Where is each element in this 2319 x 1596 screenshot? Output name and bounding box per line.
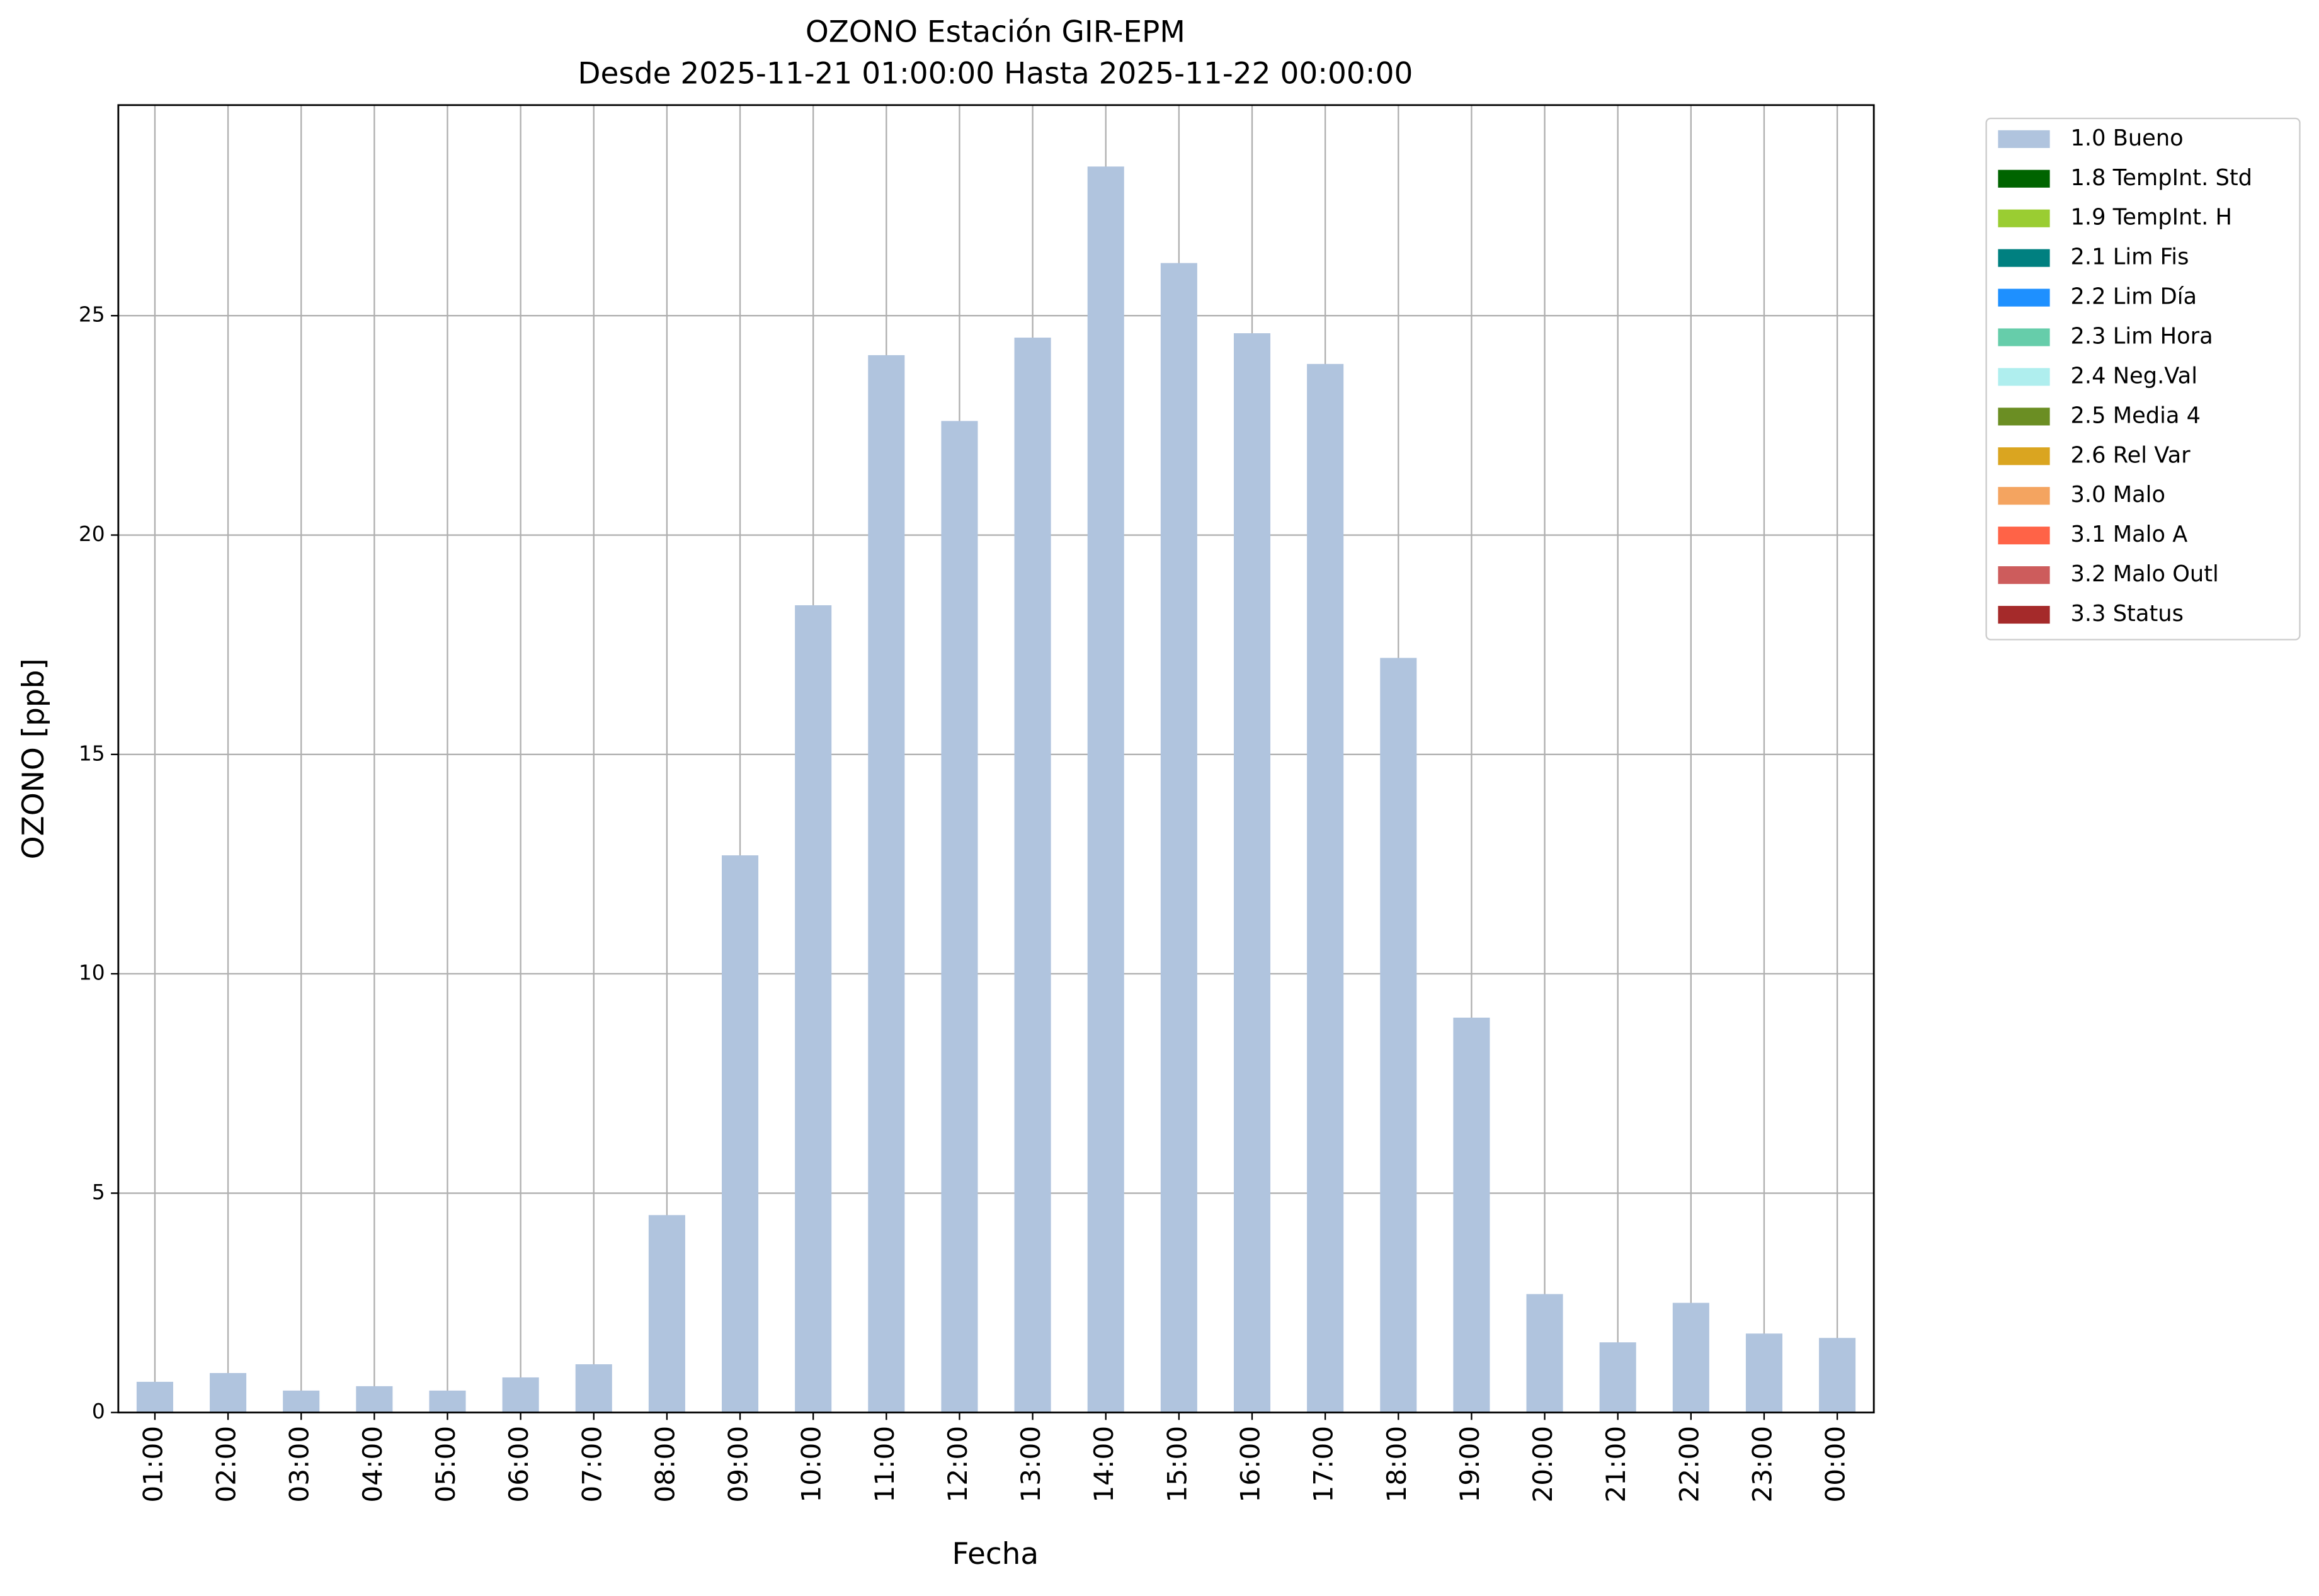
bar (1087, 166, 1124, 1413)
legend-swatch (1998, 527, 2050, 545)
bar (868, 355, 905, 1413)
x-tick-label: 09:00 (723, 1426, 754, 1503)
x-tick-label: 17:00 (1308, 1426, 1339, 1503)
legend-swatch (1998, 209, 2050, 227)
legend-label: 2.6 Rel Var (2071, 442, 2191, 468)
bar (1672, 1302, 1709, 1413)
x-tick-label: 14:00 (1088, 1426, 1119, 1503)
x-tick-label: 12:00 (942, 1426, 973, 1503)
x-tick-label: 08:00 (649, 1426, 680, 1503)
x-tick-label: 01:00 (137, 1426, 168, 1503)
x-tick-label: 23:00 (1746, 1426, 1777, 1503)
y-tick-label: 20 (79, 522, 105, 546)
legend-label: 3.3 Status (2071, 601, 2184, 627)
x-tick-label: 13:00 (1015, 1426, 1046, 1503)
chart-subtitle: Desde 2025-11-21 01:00:00 Hasta 2025-11-… (578, 56, 1413, 91)
y-tick-label: 0 (92, 1399, 105, 1423)
x-tick-label: 15:00 (1161, 1426, 1192, 1503)
x-tick-label: 19:00 (1454, 1426, 1485, 1503)
legend-label: 3.1 Malo A (2071, 522, 2188, 547)
y-tick-label: 25 (79, 302, 105, 327)
legend-box (1985, 117, 2301, 641)
legend-swatch (1998, 130, 2050, 148)
x-tick-label: 02:00 (211, 1426, 242, 1503)
legend-swatch (1998, 249, 2050, 267)
bar (283, 1390, 320, 1413)
bar (1819, 1338, 1856, 1413)
x-tick-label: 06:00 (503, 1426, 534, 1503)
bar (1745, 1333, 1783, 1413)
bar (1160, 263, 1197, 1413)
x-tick-label: 04:00 (357, 1426, 388, 1503)
bar (1380, 658, 1417, 1413)
bar (1526, 1294, 1563, 1413)
legend-swatch (1998, 408, 2050, 426)
legend-label: 2.2 Lim Día (2071, 284, 2197, 310)
x-tick-label: 05:00 (430, 1426, 461, 1503)
legend-swatch (1998, 288, 2050, 307)
legend-label: 1.8 TempInt. Std (2071, 165, 2252, 191)
legend-label: 2.3 Lim Hora (2071, 324, 2213, 350)
legend-swatch (1998, 566, 2050, 584)
legend-swatch (1998, 169, 2050, 188)
x-tick-label: 21:00 (1600, 1426, 1631, 1503)
bar (136, 1381, 173, 1413)
legend-label: 1.0 Bueno (2071, 125, 2184, 151)
x-tick-label: 07:00 (576, 1426, 607, 1503)
y-tick-label: 5 (92, 1180, 105, 1204)
bar (1599, 1342, 1636, 1413)
legend-swatch (1998, 487, 2050, 505)
bar (1307, 363, 1344, 1413)
bar (502, 1377, 539, 1413)
legend-label: 2.5 Media 4 (2071, 402, 2201, 428)
bar (722, 855, 759, 1413)
bar (1233, 333, 1271, 1413)
legend-label: 2.4 Neg.Val (2071, 363, 2198, 389)
x-tick-label: 22:00 (1673, 1426, 1704, 1503)
x-tick-label: 10:00 (796, 1426, 827, 1503)
legend-swatch (1998, 447, 2050, 465)
legend-label: 3.2 Malo Outl (2071, 561, 2219, 587)
x-tick-label: 20:00 (1527, 1426, 1558, 1503)
x-tick-label: 18:00 (1381, 1426, 1412, 1503)
bar (1014, 338, 1051, 1413)
plot-frame (117, 104, 1875, 1414)
legend-label: 1.9 TempInt. H (2071, 205, 2232, 231)
bar (575, 1364, 612, 1413)
bar (1453, 1017, 1490, 1413)
x-tick-label: 16:00 (1235, 1426, 1266, 1503)
y-axis-label: OZONO [ppb] (16, 658, 51, 859)
legend-label: 3.0 Malo (2071, 482, 2166, 508)
legend-swatch (1998, 368, 2050, 386)
x-tick-label: 00:00 (1820, 1426, 1851, 1503)
chart-title: OZONO Estación GIR-EPM (806, 15, 1185, 50)
bar (795, 605, 832, 1413)
legend-label: 2.1 Lim Fis (2071, 244, 2189, 270)
bar (941, 421, 978, 1413)
bar (356, 1386, 393, 1413)
x-tick-label: 03:00 (284, 1426, 315, 1503)
y-tick-label: 10 (79, 960, 105, 985)
y-tick-label: 15 (79, 741, 105, 765)
bar (210, 1372, 247, 1413)
x-axis-label: Fecha (952, 1537, 1039, 1571)
bar (429, 1390, 466, 1413)
legend-swatch (1998, 605, 2050, 624)
legend-swatch (1998, 328, 2050, 346)
bar (648, 1215, 685, 1413)
x-tick-label: 11:00 (869, 1426, 900, 1503)
